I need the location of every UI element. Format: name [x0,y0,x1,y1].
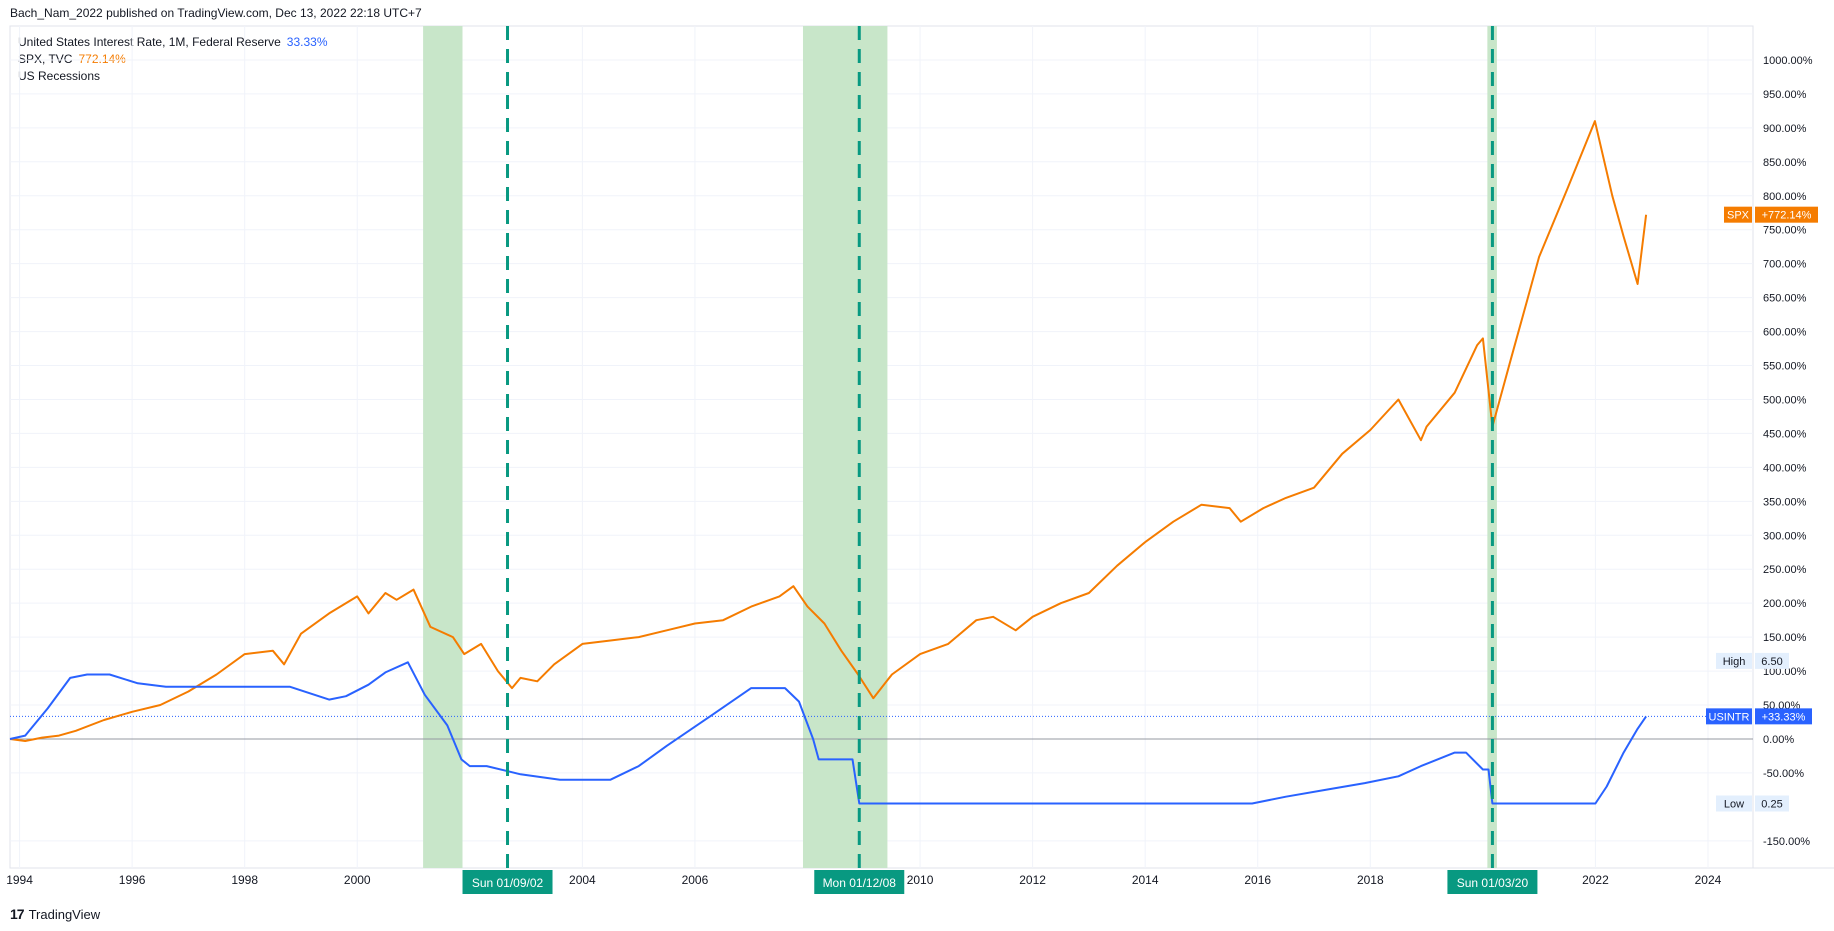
y-tick-label: 650.00% [1763,293,1807,305]
y-tick-label: 700.00% [1763,259,1807,271]
x-tick-label: 2000 [344,873,371,887]
x-tick-label: 2006 [682,873,709,887]
x-axis: 1994 1996 1998 2000 2004 2006 2010 2012 2014 2016… [6,873,1721,887]
chart-legend: United States Interest Rate, 1M, Federal… [18,34,328,85]
date-marker-label: Sun 01/09/02 [472,876,544,890]
date-marker-box [1447,870,1538,894]
y-tick-label: 0.00% [1763,734,1794,746]
legend-rate-value: 33.33% [286,35,328,49]
series-lines [9,120,1648,805]
y-tick-label: 600.00% [1763,327,1807,339]
y-tick-label: 750.00% [1763,225,1807,237]
publish-line: Bach_Nam_2022 published on TradingView.c… [10,6,422,20]
date-marker-label: Sun 01/03/20 [1457,876,1529,890]
badge-usintr-name-box [1706,708,1752,725]
y-tick-label: 850.00% [1763,157,1807,169]
y-tick-label: 550.00% [1763,361,1807,373]
y-tick-label: -50.00% [1763,768,1804,780]
x-tick-label: 2012 [1019,873,1046,887]
badge-low-value: 0.25 [1761,798,1782,810]
y-axis: 1000.00% 950.00% 900.00% 850.00% 800.00% 750.… [1763,55,1813,848]
x-tick-label: 2004 [569,873,596,887]
y-tick-label: 100.00% [1763,666,1807,678]
legend-spx-value: 772.14% [78,52,126,66]
date-markers: Sun 01/09/02 Mon 01/12/08 Sun 01/03/20 [462,26,1538,894]
series-line-spx [9,120,1648,742]
x-tick-label: 1996 [119,873,146,887]
badge-low-value-box [1755,795,1789,812]
x-tick-label: 2014 [1132,873,1159,887]
badge-spx-value-box [1755,206,1818,223]
legend-recessions-label: US Recessions [18,69,101,83]
y-tick-label: 150.00% [1763,632,1807,644]
badge-high-name-box [1716,652,1752,669]
y-tick-label: -150.00% [1763,836,1810,848]
x-tick-label: 2022 [1582,873,1609,887]
badge-spx-name: SPX [1727,210,1750,222]
date-marker-box [814,870,905,894]
zero-line [10,715,1753,740]
badge-high-value: 6.50 [1761,656,1782,668]
badge-usintr-name: USINTR [1709,711,1750,723]
y-tick-label: 250.00% [1763,564,1807,576]
badge-high-value-box [1755,652,1789,669]
footer-brand[interactable]: 17 TradingView [10,906,100,922]
y-tick-label: 450.00% [1763,428,1807,440]
legend-spx[interactable]: SPX, TVC 772.14% [18,51,328,68]
badge-spx-value: +772.14% [1762,210,1812,222]
badge-spx-name-box [1724,206,1752,223]
y-tick-label: 950.00% [1763,89,1807,101]
footer-brand-name: TradingView [28,906,101,922]
x-tick-label: 2018 [1357,873,1384,887]
legend-rate[interactable]: United States Interest Rate, 1M, Federal… [18,34,328,51]
y-tick-label: 900.00% [1763,123,1807,135]
badge-high-name: High [1723,656,1746,668]
price-badges: SPX +772.14% USINTR +33.33% High 6.50 Low 0.25 [1706,206,1818,812]
tradingview-logo-icon: 17 [10,906,25,922]
y-tick-label: 200.00% [1763,598,1807,610]
y-tick-label: 350.00% [1763,496,1807,508]
date-marker-box [462,870,553,894]
y-tick-label: 1000.00% [1763,55,1813,67]
x-tick-label: 2016 [1244,873,1271,887]
recession-band [423,26,463,868]
y-tick-label: 500.00% [1763,394,1807,406]
badge-low-name-box [1716,795,1752,812]
legend-rate-label: United States Interest Rate, 1M, Federal… [18,35,281,49]
y-tick-label: 400.00% [1763,462,1807,474]
y-tick-label: 800.00% [1763,191,1807,203]
x-tick-label: 2024 [1695,873,1722,887]
x-tick-label: 1994 [6,873,33,887]
grid [9,25,1834,869]
legend-recessions[interactable]: US Recessions [18,68,328,85]
x-tick-label: 2010 [907,873,934,887]
x-tick-label: 1998 [231,873,258,887]
badge-usintr-value-box [1755,708,1812,725]
series-line-usintr [9,661,1647,805]
y-tick-label: 300.00% [1763,530,1807,542]
badge-low-name: Low [1724,798,1744,810]
badge-usintr-value: +33.33% [1762,711,1806,723]
legend-spx-label: SPX, TVC [18,52,73,66]
recession-band [802,26,888,868]
date-marker-label: Mon 01/12/08 [823,876,897,890]
recession-bands [423,26,1497,868]
